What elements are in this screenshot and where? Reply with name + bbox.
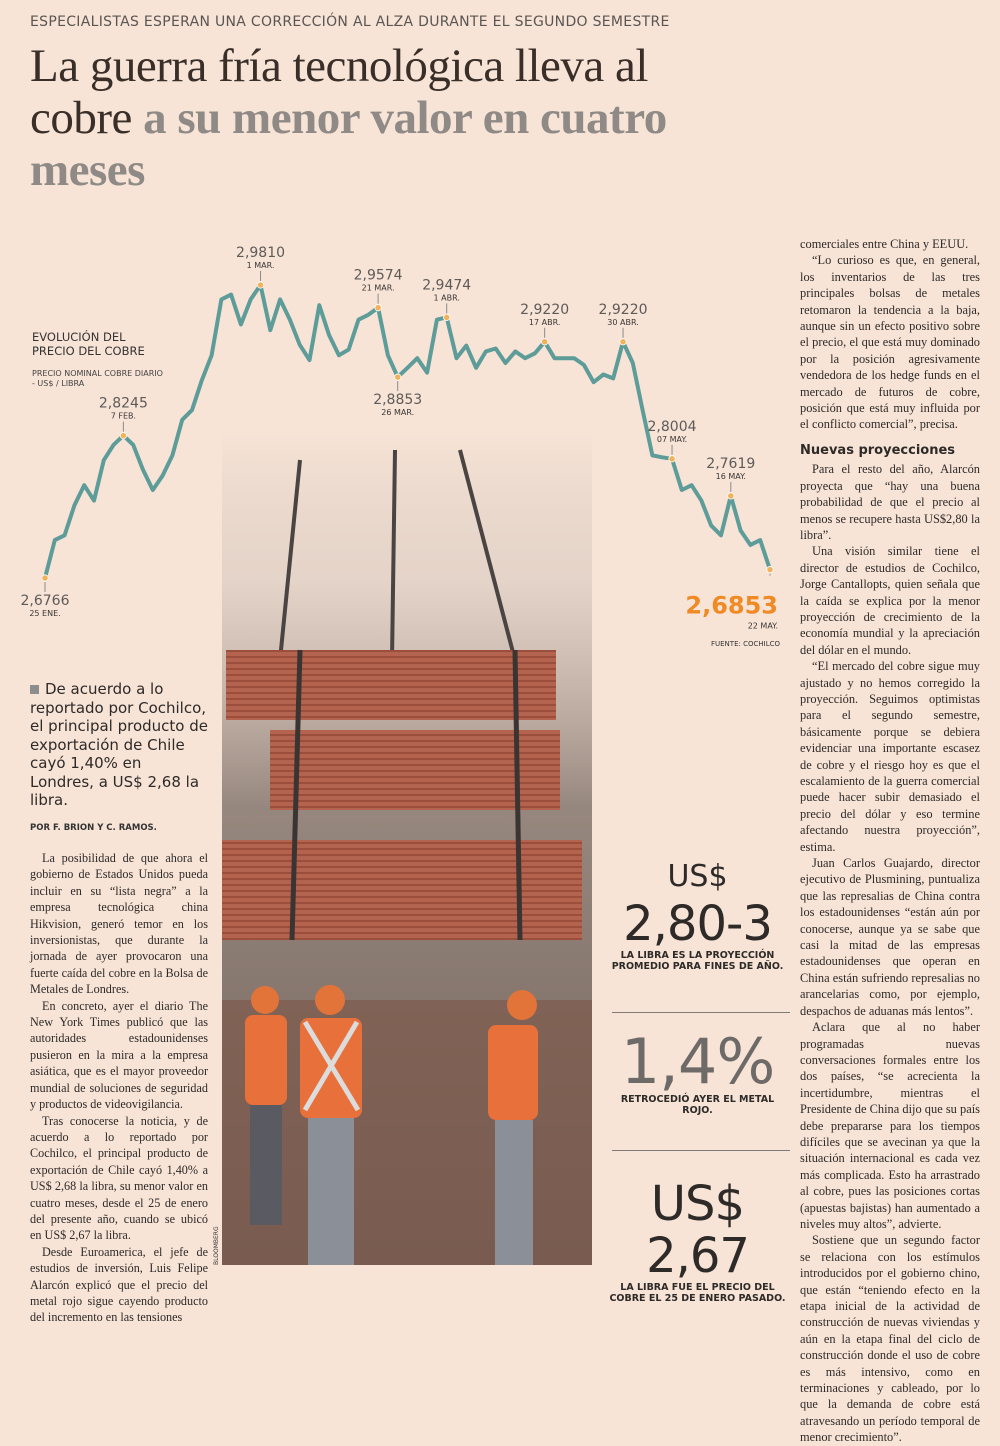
highlight: De acuerdo a lo reportado por Cochilco, … (30, 680, 208, 810)
value-label: 2,9810 (236, 245, 285, 261)
date-label: 1 ABR. (433, 293, 459, 302)
chart-subtitle: PRECIO NOMINAL COBRE DIARIO - US$ / LIBRA (32, 369, 163, 388)
point-marker (668, 455, 676, 463)
point-marker (119, 432, 127, 440)
paragraph: Desde Euroamerica, el jefe de estudios d… (30, 1244, 208, 1325)
photo-credit: BLOOMBERG (213, 1226, 220, 1265)
stat-caption: LA LIBRA FUE EL PRECIO DEL COBRE EL 25 D… (609, 1282, 786, 1304)
paragraph: Tras conocerse la noticia, y de acuerdo … (30, 1113, 208, 1243)
copper-stack (222, 840, 582, 940)
date-label: 26 MAR. (381, 408, 414, 417)
divider (612, 1012, 790, 1013)
paragraph: Para el resto del año, Alarcón proyecta … (800, 462, 980, 542)
date-label: 21 MAR. (362, 284, 395, 293)
value-label: 2,9220 (520, 302, 569, 318)
date-label: 7 FEB. (111, 412, 136, 421)
point-marker (766, 566, 774, 574)
value-label: 2,6853 (685, 592, 778, 620)
value-label: 2,9574 (354, 268, 403, 284)
paragraph: Aclara que al no haber programadas nueva… (800, 1020, 980, 1231)
worker (488, 990, 538, 1265)
headline-grey: a su menor valor en cuatro meses (30, 92, 667, 196)
value-label: 2,8853 (373, 392, 422, 408)
headline-dark: La guerra fría tecnológica lleva al cobr… (30, 40, 648, 144)
photo: BLOOMBERG (213, 430, 592, 1265)
date-label: 1 MAR. (247, 261, 275, 270)
stat-prefix: US$ (667, 859, 728, 894)
paragraph: Sostiene que un segundo factor se relaci… (800, 1233, 980, 1445)
value-label: 2,9220 (599, 302, 648, 318)
kicker: ESPECIALISTAS ESPERAN UNA CORRECCIÓN AL … (30, 14, 670, 30)
chain (512, 649, 523, 941)
left-column: La posibilidad de que ahora el gobierno … (30, 850, 208, 1326)
byline: POR F. BRION Y C. RAMOS. (30, 823, 157, 833)
paragraph: Juan Carlos Guajardo, director ejecutivo… (800, 856, 980, 1018)
stat-box: US$ 2,67 LA LIBRA FUE EL PRECIO DEL COBR… (605, 1178, 790, 1304)
chain (289, 649, 303, 941)
paragraph: comerciales entre China y EEUU. (800, 237, 969, 251)
chain (458, 449, 517, 661)
copper-stack (270, 730, 560, 810)
divider (612, 1150, 790, 1151)
point-marker (256, 281, 265, 289)
value-label: 2,6766 (21, 593, 70, 609)
chain (390, 449, 397, 661)
date-label: 16 MAY. (716, 472, 746, 481)
date-label: 25 ENE. (29, 609, 60, 618)
chart-and-photo: BLOOMBERG EVOLUCIÓN DEL PRECIO DEL COBRE … (21, 245, 780, 1265)
chain (278, 459, 302, 661)
paragraph: “Lo curioso es que, en general, los inve… (800, 253, 980, 432)
point-marker (394, 373, 402, 381)
stat-figure: 1,4% (620, 1025, 776, 1098)
value-label: 2,7619 (706, 456, 755, 472)
stat-box: 1,4% RETROCEDIÓ AYER EL METAL ROJO. (605, 1025, 790, 1117)
stat-caption: LA LIBRA ES LA PROYECCIÓN PROMEDIO PARA … (611, 950, 784, 972)
subhead: Nuevas proyecciones (800, 442, 956, 458)
stat-figure: 2,80-3 (623, 896, 773, 952)
chart-title: EVOLUCIÓN DEL PRECIO DEL COBRE (32, 329, 145, 358)
point-marker (541, 338, 549, 346)
price-line (43, 283, 772, 579)
value-label: 2,8245 (99, 396, 148, 412)
point-marker (443, 313, 451, 321)
point-marker (41, 574, 49, 582)
value-label: 2,9474 (422, 277, 471, 293)
worker (300, 985, 362, 1265)
value-label: 2,8004 (648, 419, 697, 435)
point-marker (619, 338, 627, 346)
headline: La guerra fría tecnológica lleva al cobr… (30, 40, 750, 196)
stat-figure: US$ 2,67 (646, 1176, 750, 1284)
date-label: 17 ABR. (529, 318, 561, 327)
paragraph: Una visión similar tiene el director de … (800, 544, 980, 657)
date-label: 22 MAY. (748, 622, 778, 631)
copper-stack (226, 650, 556, 720)
date-label: 07 MAY. (657, 435, 687, 444)
chart-source: FUENTE: COCHILCO (711, 640, 780, 648)
paragraph: La posibilidad de que ahora el gobierno … (30, 851, 208, 997)
stat-caption: RETROCEDIÓ AYER EL METAL ROJO. (620, 1094, 775, 1116)
newspaper-page: ESPECIALISTAS ESPERAN UNA CORRECCIÓN AL … (20, 14, 980, 1445)
worker (245, 986, 287, 1225)
point-marker (374, 304, 382, 312)
date-label: 30 ABR. (607, 318, 639, 327)
paragraph: En concreto, ayer el diario The New York… (30, 998, 208, 1112)
highlight-text: De acuerdo a lo reportado por Cochilco, … (30, 680, 208, 809)
right-column: comerciales entre China y EEUU. “Lo curi… (800, 236, 980, 1446)
paragraph: “El mercado del cobre sigue muy ajustado… (800, 659, 980, 854)
point-marker (727, 492, 735, 500)
stat-box: US$ 2,80-3 LA LIBRA ES LA PROYECCIÓN PRO… (605, 859, 790, 973)
